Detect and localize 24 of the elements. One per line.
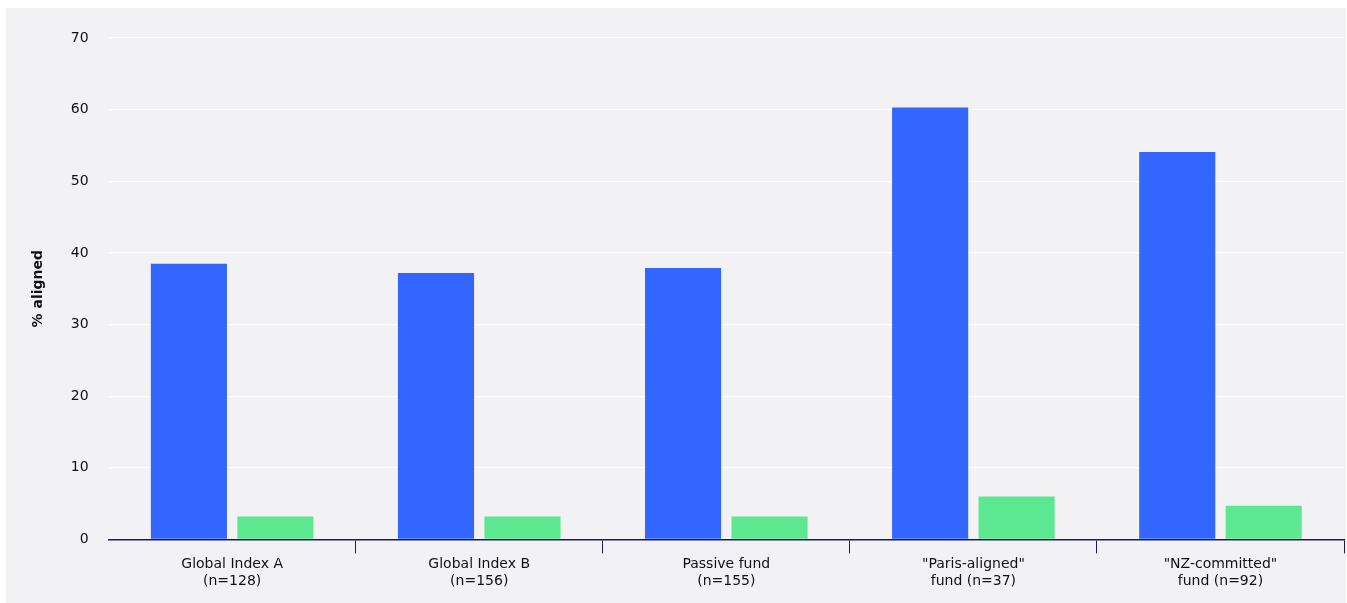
y-tick-label: 60 bbox=[70, 100, 89, 117]
bar bbox=[1225, 505, 1302, 539]
bar bbox=[892, 107, 969, 539]
x-tick-label: Global Index B (n=156) bbox=[428, 555, 531, 589]
x-tick-label: "NZ-committed" fund (n=92) bbox=[1163, 555, 1278, 589]
bar bbox=[1139, 151, 1216, 539]
y-tick-label: 0 bbox=[79, 530, 89, 547]
y-tick-label: 10 bbox=[70, 458, 89, 475]
bar bbox=[237, 516, 314, 539]
y-tick-label: 30 bbox=[70, 315, 89, 332]
bar bbox=[978, 496, 1055, 539]
x-tick-label: Passive fund (n=155) bbox=[682, 555, 771, 589]
y-tick-label: 20 bbox=[70, 386, 89, 403]
x-tick-label: "Paris-aligned" fund (n=37) bbox=[921, 555, 1025, 589]
bar bbox=[150, 263, 227, 539]
y-tick-label: 50 bbox=[70, 171, 89, 188]
bar bbox=[731, 516, 808, 539]
bar bbox=[484, 516, 561, 539]
y-tick-label: 40 bbox=[70, 243, 89, 260]
bar bbox=[397, 272, 475, 539]
y-axis-title: % aligned bbox=[29, 249, 46, 328]
bar bbox=[645, 267, 722, 539]
y-tick-label: 70 bbox=[70, 28, 89, 45]
x-tick-label: Global Index A (n=128) bbox=[181, 555, 284, 589]
